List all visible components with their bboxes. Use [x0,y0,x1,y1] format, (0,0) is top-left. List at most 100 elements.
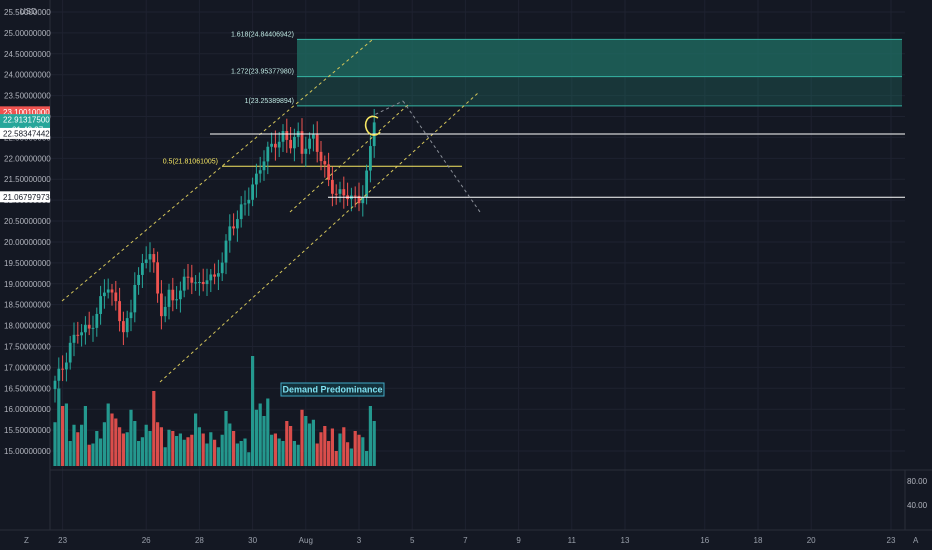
time-axis[interactable]: 23262830Aug35791113161820232527 [58,536,932,545]
volume-bar [102,422,106,466]
volume-bar [235,443,239,466]
volume-bar [125,432,129,466]
x-tick-label: 30 [248,536,257,545]
volume-bar [201,433,205,466]
candle-body [171,289,175,301]
candle-body [236,219,239,229]
y-tick-label: 22.00000000 [4,154,51,163]
volume-bar [190,434,194,466]
candle-body [57,368,61,381]
drawings[interactable] [61,39,905,383]
volume-bar [114,418,118,466]
candle-body [144,259,148,264]
price-badges: 23.1001000022.9131750001:42:3722.5834744… [0,106,50,203]
y-tick-label: 16.00000000 [4,405,51,414]
volume-axis-label-80: 80.00 [907,477,928,486]
candle-body [213,274,216,277]
y-tick-label: 18.00000000 [4,322,51,331]
fib-label: 1(23.25389894) [245,98,294,105]
price-badge-label: 22.91317500 [3,116,50,125]
candle-body [353,195,357,197]
volume-bar [273,433,277,466]
annotation-text: Demand Predominance [282,385,382,395]
x-tick-label: 13 [621,536,630,545]
x-tick-label: 3 [357,536,362,545]
volume-bar [53,422,57,466]
candle-body [205,280,209,285]
volume-bar [319,432,323,466]
candle-body [289,139,292,149]
candles [53,109,376,403]
volume-bar [368,406,372,466]
chart-labels: 1.618(24.84406942) 1.272(23.95377980) 1(23… [163,31,385,397]
y-tick-label: 23.50000000 [4,92,51,101]
volume-bar [140,437,144,466]
volume-bar [270,434,274,466]
candle-body [99,296,102,314]
fib-label: 1.272(23.95377980) [231,69,294,76]
candle-body [114,292,118,302]
x-tick-label: 11 [568,536,577,545]
candle-body [255,173,258,185]
highlight-circle-mark [364,115,381,136]
y-tick-label: 24.50000000 [4,50,51,59]
volume-bar [327,441,331,466]
grid [50,0,905,530]
volume-bar [121,433,125,466]
volume-bar [91,443,95,466]
candle-body [285,131,289,140]
price-axis-panel[interactable] [0,0,50,470]
volume-bar [194,413,198,466]
y-tick-label: 20.00000000 [4,238,51,247]
volume-bar [292,441,296,466]
volume-bar [209,432,213,466]
candle-body [80,332,83,336]
volume-bar [262,416,266,466]
candle-body [331,179,334,194]
fib-extension-zones [222,38,902,167]
candle-body [304,148,308,154]
candle-body [342,189,346,196]
volume-bar [61,406,65,466]
auto-scale-button[interactable]: A [913,536,919,545]
x-tick-label: 20 [807,536,816,545]
candle-body [361,196,365,204]
candle-body [167,289,171,307]
candle-body [228,226,232,241]
volume-bar [80,424,84,466]
timezone-button[interactable]: Z [24,536,29,545]
candle-body [186,276,190,278]
volume-bar [334,451,338,466]
volume-bar [342,427,346,466]
volume-bar [182,439,186,466]
x-tick-label: 7 [463,536,468,545]
price-axis[interactable]: 25.50000000 25.00000000 24.50000000 24.0000… [4,8,51,456]
candle-body [369,146,372,171]
volume-bar [68,441,72,466]
volume-bar [186,437,190,466]
volume-axis-label-40: 40.00 [907,501,928,510]
y-tick-label: 16.50000000 [4,384,51,393]
candle-body [182,276,186,291]
volume-bar [228,423,232,466]
candle-body [103,292,106,297]
fib-label: 0.5(21.81061005) [163,158,218,165]
candle-body [148,254,152,260]
volume-bar [330,428,334,466]
volume-bar [110,413,114,466]
volume-bar [232,431,236,466]
volume-bar [133,421,137,466]
volume-bar [137,441,141,466]
candle-body [53,380,57,390]
volume-bar [213,439,217,466]
volume-bar [99,438,103,466]
candle-body [357,195,361,204]
y-tick-label: 17.50000000 [4,342,51,351]
volume-bars [53,356,376,466]
candle-body [110,289,114,293]
candle-body [312,134,315,139]
candle-body [156,262,159,294]
candle-body [220,262,224,274]
y-tick-label: 17.00000000 [4,363,51,372]
